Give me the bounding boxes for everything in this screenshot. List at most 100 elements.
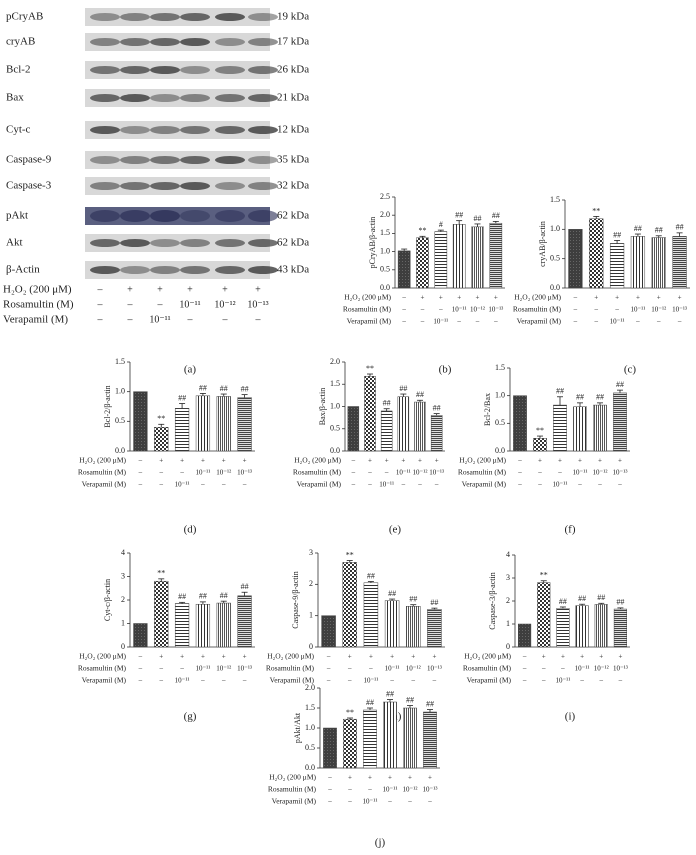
condition-value: – [417, 481, 422, 489]
significance-mark: ## [655, 226, 663, 235]
condition-name: Verapamil (M) [297, 480, 342, 489]
condition-value: – [347, 786, 352, 794]
significance-mark: ## [409, 595, 417, 604]
condition-value: + [180, 457, 184, 465]
bar [216, 602, 231, 648]
condition-value: – [327, 786, 332, 794]
condition-name: Rosamultin (M) [268, 785, 317, 794]
panel-label: (b) [439, 364, 452, 376]
significance-mark: ## [416, 390, 424, 399]
condition-value: + [561, 653, 565, 661]
condition-value: – [138, 481, 143, 489]
condition-value: + [348, 774, 352, 782]
condition-name: Verapamil (M) [467, 676, 512, 685]
y-tick-label: 1 [121, 618, 125, 627]
panel-label: (f) [565, 524, 576, 536]
condition-value: 10⁻¹¹ [175, 481, 190, 489]
bar [518, 623, 532, 648]
condition-name: Rosamultin (M) [458, 468, 507, 477]
condition-value: – [493, 318, 498, 326]
bar [593, 404, 607, 452]
condition-value: + [432, 653, 436, 661]
condition-value: + [222, 457, 226, 465]
significance-mark: ## [178, 393, 186, 402]
condition-value: – [157, 299, 164, 310]
significance-mark: ** [366, 364, 374, 373]
condition-value: 10⁻¹³ [237, 665, 252, 673]
y-axis-label: Bcl-2/Bax [483, 393, 492, 426]
y-tick-label: 1.0 [380, 246, 390, 255]
significance-mark: ## [241, 582, 249, 591]
y-tick-label: 1.5 [330, 379, 340, 388]
y-tick-label: 0.5 [330, 424, 340, 433]
condition-value: + [401, 457, 405, 465]
condition-value: – [326, 665, 331, 673]
condition-value: – [401, 306, 406, 314]
y-tick-label: 3 [309, 548, 313, 557]
size-label: 26 kDa [277, 64, 309, 76]
blot-band [180, 13, 210, 21]
blot-band [248, 66, 278, 74]
y-tick-label: 2 [121, 595, 125, 604]
condition-value: – [255, 314, 262, 325]
condition-value: + [457, 294, 461, 302]
condition-value: – [537, 481, 542, 489]
condition-value: + [201, 653, 205, 661]
panel-label: (g) [184, 711, 197, 723]
condition-value: 10⁻¹³ [247, 299, 268, 310]
y-tick-label: 1.0 [115, 386, 125, 395]
condition-value: – [138, 665, 143, 673]
y-tick-label: 2.5 [380, 192, 390, 201]
condition-name: H₂O₂ (200 μM) [3, 284, 72, 296]
condition-value: – [159, 481, 164, 489]
condition-value: – [557, 469, 562, 477]
y-tick-label: 3 [121, 571, 125, 580]
y-tick-label: 0.0 [330, 446, 340, 455]
condition-value: – [127, 299, 134, 310]
significance-mark: ## [559, 597, 567, 606]
condition-value: – [327, 774, 332, 782]
condition-name: H₂O₂ (200 μM) [344, 293, 391, 302]
bar [133, 623, 148, 648]
bar [321, 615, 336, 648]
condition-value: – [138, 677, 143, 685]
significance-mark: ## [576, 393, 584, 402]
bar [537, 582, 551, 648]
blot-band [180, 156, 210, 164]
condition-value: – [138, 653, 143, 661]
condition-value: – [179, 665, 184, 673]
significance-mark: ## [676, 223, 684, 232]
condition-value: 10⁻¹¹ [452, 306, 467, 314]
condition-value: + [435, 457, 439, 465]
condition-value: 10⁻¹¹ [553, 481, 568, 489]
condition-value: – [599, 677, 604, 685]
condition-value: – [97, 299, 104, 310]
bar [471, 226, 484, 289]
bar [589, 218, 604, 289]
bar [195, 395, 211, 452]
condition-value: – [456, 318, 461, 326]
condition-value: + [421, 294, 425, 302]
blot-band [150, 156, 180, 164]
condition-value: – [138, 469, 143, 477]
y-tick-label: 0.5 [550, 253, 560, 262]
condition-value: 10⁻¹² [651, 306, 666, 314]
blot-band [120, 13, 150, 21]
significance-mark: ** [419, 226, 427, 235]
condition-value: 10⁻¹² [413, 469, 428, 477]
bar [430, 415, 443, 452]
condition-value: + [538, 457, 542, 465]
y-tick-label: 1.5 [495, 363, 505, 372]
condition-value: + [243, 457, 247, 465]
condition-value: – [522, 653, 527, 661]
y-axis-label: Bax/β-actin [318, 388, 327, 425]
condition-value: – [541, 665, 546, 673]
blot-band [215, 210, 245, 222]
condition-name: H₂O₂ (200 μM) [79, 456, 126, 465]
condition-name: Verapamil (M) [82, 676, 127, 685]
blot-band [120, 126, 150, 134]
blot-band [90, 239, 120, 247]
y-tick-label: 1.5 [550, 195, 560, 204]
blot-band [215, 13, 245, 21]
